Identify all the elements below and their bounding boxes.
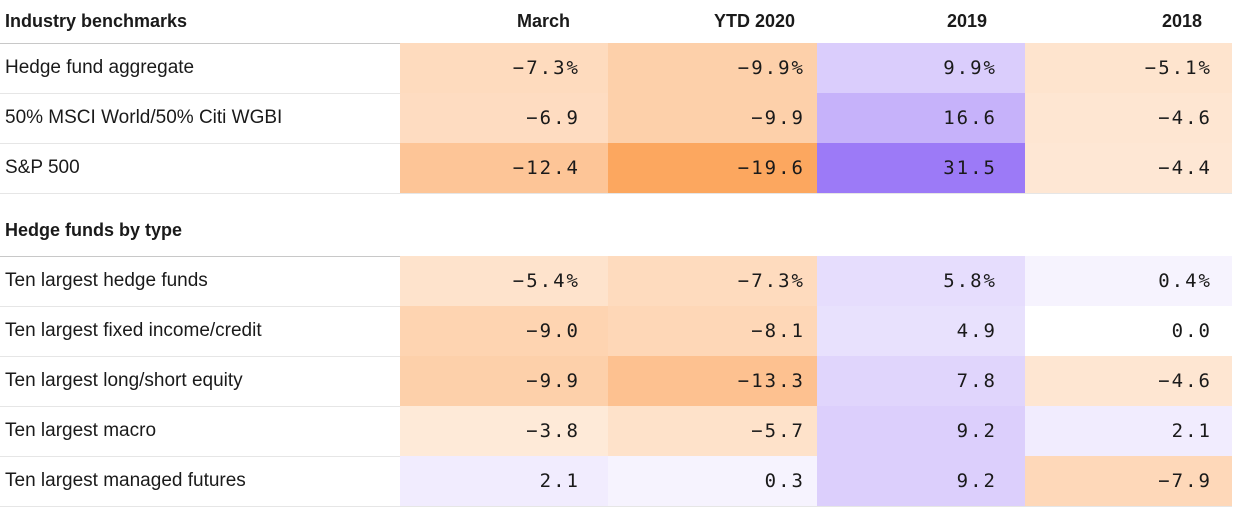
- row-label: Hedge fund aggregate: [5, 57, 195, 78]
- value-cell: 0.0: [1025, 306, 1232, 356]
- value-cell: 7.8: [817, 356, 1025, 406]
- table-row: Ten largest long/short equity −9.9 −13.3 7.…: [0, 356, 1232, 407]
- value-cell: −19.6: [608, 143, 817, 193]
- value-cell: 2.1: [400, 456, 608, 506]
- row-label: 50% MSCI World/50% Citi WGBI: [5, 107, 283, 128]
- value-cell: −7.3%: [400, 43, 608, 93]
- value-cell: −3.8: [400, 406, 608, 456]
- value-cell: −5.4%: [400, 256, 608, 306]
- table-row: Ten largest fixed income/credit −9.0 −8.1 4…: [0, 306, 1232, 357]
- column-header: 2019: [946, 11, 987, 31]
- value-cell: −12.4: [400, 143, 608, 193]
- value-cell: 5.8%: [817, 256, 1025, 306]
- value-cell: −5.7: [608, 406, 817, 456]
- table-header-row: Industry benchmarks March YTD 2020 2019 2018: [0, 0, 1232, 44]
- value-cell: −7.3%: [608, 256, 817, 306]
- value-cell: −5.1%: [1025, 43, 1232, 93]
- table-row: 50% MSCI World/50% Citi WGBI −6.9 −9.9 16.6…: [0, 93, 1232, 144]
- value-cell: 9.2: [817, 456, 1025, 506]
- value-cell: 9.2: [817, 406, 1025, 456]
- value-cell: 0.3: [608, 456, 817, 506]
- row-label: Ten largest managed futures: [5, 470, 246, 491]
- value-cell: −13.3: [608, 356, 817, 406]
- value-cell: 16.6: [817, 93, 1025, 143]
- value-cell: 9.9%: [817, 43, 1025, 93]
- value-cell: −4.4: [1025, 143, 1232, 193]
- table-row: Ten largest macro −3.8 −5.7 9.2 2.1: [0, 406, 1232, 457]
- value-cell: −4.6: [1025, 93, 1232, 143]
- value-cell: −9.9: [608, 93, 817, 143]
- row-label: Ten largest hedge funds: [5, 270, 208, 291]
- row-label: Ten largest macro: [5, 420, 157, 441]
- table-row: Ten largest hedge funds −5.4% −7.3% 5.8% 0.4…: [0, 256, 1232, 307]
- value-cell: −7.9: [1025, 456, 1232, 506]
- table-row: Hedge fund aggregate −7.3% −9.9% 9.9% −5.1%: [0, 43, 1232, 94]
- row-label: Ten largest long/short equity: [5, 370, 243, 391]
- table-row: Ten largest managed futures 2.1 0.3 9.2 −7.9: [0, 456, 1232, 507]
- value-cell: 4.9: [817, 306, 1025, 356]
- column-header: 2018: [1161, 11, 1202, 31]
- column-header: March: [516, 11, 570, 31]
- table-row: S&P 500 −12.4 −19.6 31.5 −4.4: [0, 143, 1232, 194]
- value-cell: −9.9%: [608, 43, 817, 93]
- value-cell: −8.1: [608, 306, 817, 356]
- value-cell: 2.1: [1025, 406, 1232, 456]
- section-header-row: Hedge funds by type: [0, 205, 1232, 257]
- value-cell: −9.9: [400, 356, 608, 406]
- section-title: Hedge funds by type: [5, 220, 183, 240]
- value-cell: −9.0: [400, 306, 608, 356]
- value-cell: 0.4%: [1025, 256, 1232, 306]
- value-cell: −6.9: [400, 93, 608, 143]
- column-header: YTD 2020: [713, 11, 795, 31]
- row-label: Ten largest fixed income/credit: [5, 320, 262, 341]
- value-cell: −4.6: [1025, 356, 1232, 406]
- value-cell: 31.5: [817, 143, 1025, 193]
- section-title: Industry benchmarks: [5, 11, 188, 31]
- row-label: S&P 500: [5, 157, 80, 178]
